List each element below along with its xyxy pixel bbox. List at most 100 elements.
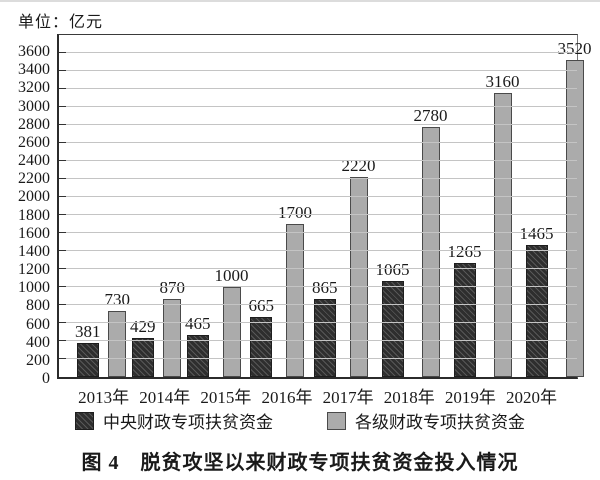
gridline — [59, 214, 577, 215]
y-axis-tick — [59, 106, 66, 108]
bar-group-2016年: 665 1700 — [248, 35, 312, 377]
y-axis-labels: 0 200 400 600 800 1000 1200 1400 1600 1800 2000 220… — [0, 34, 50, 387]
x-axis-label: 2020年 — [505, 388, 557, 407]
gridline — [59, 142, 577, 143]
gridline — [59, 232, 577, 233]
central-fund-bar — [76, 342, 99, 377]
bar-wrap: 3160 — [486, 35, 520, 377]
gridline — [59, 340, 577, 341]
bar-wrap: 2220 — [342, 35, 376, 377]
gridline — [59, 250, 577, 251]
bar-group-2015年: 465 1000 — [185, 35, 249, 377]
y-axis-tick-label: 2200 — [18, 170, 50, 188]
bar-group-2019年: 1265 3160 — [448, 35, 520, 377]
bars-layer: 381 730 429 870 465 1000 665 1700 865 2220 1065 278… — [59, 35, 592, 377]
bar-value-label: 3520 — [557, 39, 592, 59]
y-axis-tick-label: 2600 — [18, 133, 50, 151]
gray-swatch-icon — [327, 411, 346, 430]
bar-value-label: 870 — [159, 277, 186, 297]
gridline — [59, 70, 577, 71]
bar-wrap: 2780 — [414, 35, 448, 377]
y-axis-tick — [59, 124, 66, 125]
y-axis-tick — [59, 160, 66, 161]
x-axis-label: 2018年 — [383, 388, 435, 407]
bar-wrap: 465 — [185, 35, 211, 377]
y-axis-tick-label: 0 — [42, 370, 50, 387]
y-axis-tick — [59, 322, 66, 323]
y-axis-tick-label: 1200 — [18, 261, 50, 279]
y-axis-tick — [59, 142, 66, 143]
bar-wrap: 870 — [159, 35, 186, 377]
gridline — [59, 52, 577, 53]
bar-wrap: 1000 — [215, 35, 249, 377]
all-levels-fund-bar — [108, 311, 127, 377]
y-axis-tick — [59, 340, 66, 341]
y-axis-tick — [59, 358, 66, 359]
y-axis-tick-label: 3200 — [18, 79, 50, 97]
gridline — [59, 88, 577, 89]
gridline — [59, 196, 577, 197]
y-axis-tick-label: 200 — [26, 351, 50, 369]
y-axis-tick — [59, 88, 66, 89]
all-levels-fund-bar — [163, 298, 182, 377]
y-axis-tick — [59, 268, 66, 269]
bar-value-label: 1265 — [447, 242, 482, 262]
x-axis-label: 2013年 — [78, 388, 130, 407]
bar-value-label: 865 — [312, 278, 338, 298]
bar-value-label: 1700 — [278, 203, 312, 222]
y-axis-tick-label: 1800 — [18, 206, 50, 224]
bar-value-label: 1065 — [375, 260, 410, 280]
y-axis-tick — [59, 250, 66, 251]
bar-wrap: 1700 — [278, 35, 312, 377]
bar-wrap: 381 — [75, 35, 101, 377]
all-levels-fund-bar — [222, 287, 241, 377]
bar-group-2013年: 381 730 — [75, 35, 130, 377]
bar-wrap: 865 — [312, 35, 338, 377]
bar-wrap: 3520 — [558, 35, 592, 377]
central-fund-bar — [525, 245, 548, 377]
gridline — [59, 358, 577, 359]
dark-hatch-swatch-icon — [75, 411, 94, 430]
y-axis-tick — [59, 70, 66, 71]
gridline — [59, 286, 577, 287]
y-axis-tick — [59, 214, 66, 215]
bar-value-label: 665 — [248, 296, 275, 316]
all-levels-fund-bar — [286, 224, 304, 377]
y-axis-tick-label: 400 — [26, 333, 50, 351]
gridline — [59, 268, 577, 269]
y-axis-tick — [59, 178, 66, 179]
bar-value-label: 730 — [104, 290, 131, 310]
x-axis-label: 2015年 — [200, 388, 252, 407]
x-axis-labels: 2013年 2014年 2015年 2016年 2017年 2018年 2019年 2020年 — [57, 383, 578, 408]
bar-value-label: 465 — [185, 314, 211, 334]
y-axis-tick — [59, 232, 66, 233]
gridline — [59, 124, 577, 125]
gridline — [59, 322, 577, 323]
legend-label: 各级财政专项扶贫资金 — [355, 413, 525, 432]
central-fund-bar — [313, 299, 336, 377]
y-axis-tick-label: 2000 — [18, 188, 50, 206]
central-fund-bar — [131, 338, 154, 377]
y-axis-tick — [59, 304, 66, 305]
gridline — [59, 178, 577, 179]
y-axis-tick — [59, 196, 66, 197]
bar-wrap: 730 — [104, 35, 131, 377]
x-axis-label: 2014年 — [139, 388, 191, 407]
central-fund-bar — [250, 317, 273, 377]
y-axis-tick-label: 3600 — [18, 43, 50, 61]
bar-value-label: 429 — [130, 317, 156, 337]
unit-label: 单位：亿元 — [18, 14, 104, 31]
gridline — [59, 106, 577, 108]
bar-wrap: 665 — [248, 35, 275, 377]
legend-item-central: 中央财政专项扶贫资金 — [75, 408, 273, 433]
legend-label: 中央财政专项扶贫资金 — [103, 413, 273, 432]
all-levels-fund-bar — [565, 60, 584, 377]
bar-value-label: 2780 — [413, 105, 448, 125]
all-levels-fund-bar — [421, 126, 440, 377]
central-fund-bar — [186, 335, 209, 377]
x-axis-label: 2016年 — [261, 388, 313, 407]
y-axis-tick-label: 3400 — [18, 61, 50, 79]
bar-wrap: 1065 — [376, 35, 410, 377]
y-axis-tick — [59, 286, 66, 287]
